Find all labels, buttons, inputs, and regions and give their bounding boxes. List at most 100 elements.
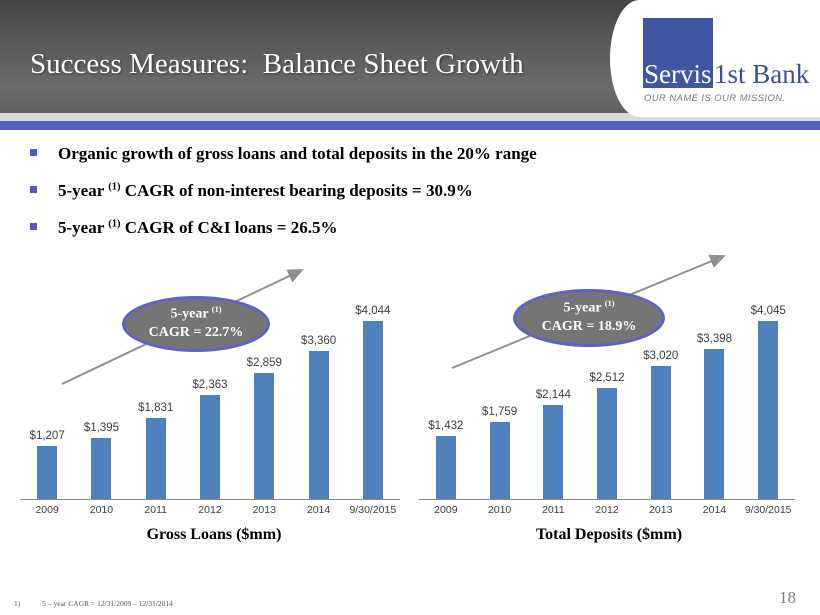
x-axis: 2009 2010 2011 2012 2013 2014 9/30/2015: [20, 504, 400, 516]
bar-value-label: $2,363: [192, 379, 228, 391]
bar-value-label: $4,045: [750, 305, 786, 317]
bar-value-label: $1,395: [83, 422, 120, 434]
bar-column: $3,360: [291, 252, 345, 499]
cagr-badge-line2: CAGR = 18.9%: [541, 319, 637, 335]
page-number: 18: [779, 588, 796, 607]
slide-title: Success Measures: Balance Sheet Growth: [30, 48, 524, 80]
bar-value-label: $1,432: [428, 420, 464, 432]
bullet-item: 5-year (1) CAGR of non-interest bearing …: [30, 180, 650, 203]
bar-column: $2,859: [237, 252, 291, 499]
chart-title: Total Deposits ($mm): [535, 526, 683, 543]
bar: [308, 351, 329, 499]
cagr-badge: 5-year (1) CAGR = 22.7%: [122, 296, 270, 352]
bar: [489, 422, 510, 499]
bullet-square-icon: [30, 185, 37, 193]
x-axis-label: 9/30/2015: [744, 504, 792, 516]
cagr-badge-line1: 5-year (1): [516, 299, 662, 318]
x-axis-label: 2011: [542, 504, 565, 516]
bar: [543, 405, 564, 499]
bullet-superscript: (1): [108, 218, 121, 230]
gross-loans-chart: 5-year (1) CAGR = 22.7% $1,207 $1,395 $1,8…: [14, 252, 414, 552]
footnote-marker: 1): [14, 599, 21, 608]
bar: [758, 321, 779, 499]
bar-column: $1,759: [473, 252, 527, 499]
bullet-item: 5-year (1) CAGR of C&I loans = 26.5%: [30, 217, 650, 240]
bar-column: $3,398: [688, 252, 742, 499]
bar: [704, 349, 725, 499]
cagr-badge-text: 5-year: [170, 307, 212, 323]
cagr-badge-superscript: (1): [211, 305, 222, 315]
bar-column: $2,512: [580, 252, 634, 499]
bar-column: $1,207: [20, 252, 74, 499]
bar-column: $1,432: [419, 252, 473, 499]
x-axis-label: 2010: [89, 504, 114, 516]
bar: [199, 395, 220, 499]
bar-value-label: $3,020: [643, 350, 679, 362]
bar-column: $4,045: [741, 252, 795, 499]
logo-name-left: Servis: [644, 59, 712, 89]
x-axis-label: 9/30/2015: [349, 504, 397, 516]
total-deposits-chart: 5-year (1) CAGR = 18.9% $1,432 $1,759 $2,1…: [419, 252, 799, 552]
bar-column: $2,144: [526, 252, 580, 499]
x-axis-label: 2010: [487, 504, 512, 516]
bullet-superscript: (1): [108, 181, 121, 193]
cagr-badge: 5-year (1) CAGR = 18.9%: [513, 289, 665, 347]
x-axis-label: 2014: [306, 504, 331, 516]
x-axis: 2009 2010 2011 2012 2013 2014 9/30/2015: [419, 504, 795, 516]
bar-value-label: $3,398: [696, 333, 733, 345]
bar: [362, 321, 383, 499]
logo-tagline: OUR NAME IS OUR MISSION.: [644, 93, 786, 104]
cagr-badge-text: 5-year: [563, 301, 605, 317]
bullet-text: 5-year (1) CAGR of C&I loans = 26.5%: [58, 217, 337, 240]
bar-column: $2,363: [183, 252, 237, 499]
bar-column: $3,020: [634, 252, 688, 499]
plot-area: $1,207 $1,395 $1,831 $2,363 $2,859 $3,360 $4,0…: [20, 252, 400, 500]
bar: [145, 418, 166, 499]
bullet-text: 5-year (1) CAGR of non-interest bearing …: [58, 180, 473, 203]
bullet-text-post: CAGR of non-interest bearing deposits = …: [120, 180, 473, 200]
bullet-square-icon: [30, 149, 37, 156]
x-axis-label: 2014: [702, 504, 727, 516]
bar: [597, 388, 618, 499]
header-divider-strip: [0, 113, 820, 121]
logo-name-right: 1st Bank: [714, 59, 810, 89]
chart-title: Gross Loans ($mm): [146, 526, 282, 543]
bar-value-label: $1,207: [29, 430, 65, 442]
x-axis-label: 2013: [252, 504, 276, 516]
plot-area: $1,432 $1,759 $2,144 $2,512 $3,020 $3,398 $4,0…: [419, 252, 795, 500]
cagr-badge-line2: CAGR = 22.7%: [148, 325, 244, 341]
footnote: 1) 5 – year CAGR = 12/31/2009 – 12/31/20…: [14, 599, 173, 608]
bar-value-label: $1,759: [481, 406, 518, 418]
bar: [91, 438, 112, 499]
bar-value-label: $4,044: [355, 305, 391, 317]
bar: [37, 446, 58, 499]
x-axis-label: 2013: [649, 504, 673, 516]
x-axis-label: 2009: [434, 504, 458, 516]
bullet-list: Organic growth of gross loans and total …: [30, 143, 650, 254]
x-axis-label: 2012: [198, 504, 222, 516]
bullet-text-post: CAGR of C&I loans = 26.5%: [120, 217, 338, 237]
x-axis-label: 2009: [35, 504, 59, 516]
bullet-text-pre: 5-year: [58, 180, 109, 200]
bar-value-label: $3,360: [300, 335, 337, 347]
bar-column: $1,395: [74, 252, 128, 499]
footnote-text: 5 – year CAGR = 12/31/2009 – 12/31/2014: [42, 599, 173, 608]
bullet-text-pre: 5-year: [58, 217, 109, 237]
x-axis-label: 2012: [595, 504, 619, 516]
cagr-badge-line1: 5-year (1): [125, 305, 267, 324]
bar-value-label: $2,144: [535, 389, 571, 401]
bar: [650, 366, 671, 499]
bar-column: $4,044: [346, 252, 400, 499]
bullet-text-pre: Organic growth of gross loans and total …: [58, 144, 537, 163]
bar: [435, 436, 456, 499]
header-accent-line: [0, 121, 820, 130]
bullet-item: Organic growth of gross loans and total …: [30, 143, 650, 166]
x-axis-label: 2011: [144, 504, 167, 516]
logo-mark: [643, 18, 713, 88]
bar-value-label: $2,859: [246, 357, 282, 369]
logo-panel: Servis 1st Bank OUR NAME IS OUR MISSION.: [610, 0, 820, 117]
bar-value-label: $2,512: [589, 372, 625, 384]
bullet-square-icon: [30, 222, 37, 230]
cagr-badge-superscript: (1): [604, 299, 615, 309]
